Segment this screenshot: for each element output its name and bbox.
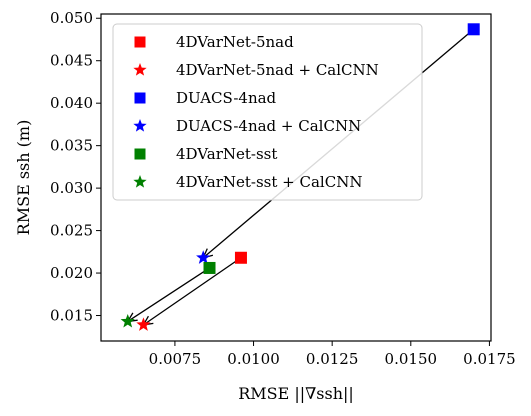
legend-marker <box>133 175 147 188</box>
legend-item: 4DVarNet-sst + CalCNN <box>133 173 362 191</box>
legend-label: 4DVarNet-sst + CalCNN <box>176 173 362 191</box>
legend-label: DUACS-4nad + CalCNN <box>176 117 361 135</box>
legend-marker <box>134 36 146 48</box>
x-tick-label: 0.0075 <box>149 350 202 368</box>
x-axis-label: RMSE ||∇ssh|| <box>238 384 354 403</box>
x-tick-label: 0.0175 <box>463 350 516 368</box>
y-tick-label: 0.025 <box>50 222 93 240</box>
x-axis: 0.0075 0.0100 0.0125 0.0150 0.0175 <box>149 341 516 368</box>
y-tick-label: 0.050 <box>50 9 93 27</box>
legend-label: 4DVarNet-5nad <box>176 33 294 51</box>
data-point-6 <box>120 313 135 328</box>
legend-label: DUACS-4nad <box>176 89 277 107</box>
legend-item: 4DVarNet-sst <box>134 145 277 163</box>
y-tick-label: 0.015 <box>50 307 93 325</box>
legend-item: DUACS-4nad + CalCNN <box>133 117 361 135</box>
arrow-3 <box>126 267 210 323</box>
y-tick-label: 0.045 <box>50 52 93 70</box>
y-axis: 0.015 0.020 0.025 0.030 0.035 0.040 0.045 0.050 <box>50 9 101 325</box>
data-point-4 <box>196 250 211 264</box>
x-tick-label: 0.0125 <box>306 350 359 368</box>
y-tick-label: 0.040 <box>50 94 93 112</box>
legend-item: DUACS-4nad <box>134 89 277 107</box>
legend: 4DVarNet-5nad 4DVarNet-5nad + CalCNN DUACS… <box>112 23 423 201</box>
plot-frame <box>100 13 492 342</box>
x-tick-label: 0.0150 <box>385 350 438 368</box>
data-point-3 <box>467 23 480 36</box>
legend-marker <box>133 119 147 132</box>
x-tick-label: 0.0100 <box>227 350 280 368</box>
points-layer <box>120 23 480 331</box>
legend-label: 4DVarNet-5nad + CalCNN <box>176 61 379 79</box>
y-tick-label: 0.035 <box>50 137 93 155</box>
y-tick-label: 0.030 <box>50 179 93 197</box>
arrow-2 <box>142 257 242 326</box>
data-point-5 <box>203 261 216 274</box>
y-tick-label: 0.020 <box>50 264 93 282</box>
legend-marker <box>134 92 146 104</box>
legend-marker <box>133 63 147 76</box>
legend-marker <box>134 148 146 160</box>
legend-item: 4DVarNet-5nad + CalCNN <box>133 61 379 79</box>
data-point-2 <box>136 317 151 331</box>
y-axis-label: RMSE ssh (m) <box>14 120 33 236</box>
legend-frame <box>112 23 423 201</box>
data-point-1 <box>234 251 247 264</box>
legend-item: 4DVarNet-5nad <box>134 33 294 51</box>
legend-label: 4DVarNet-sst <box>176 145 277 163</box>
